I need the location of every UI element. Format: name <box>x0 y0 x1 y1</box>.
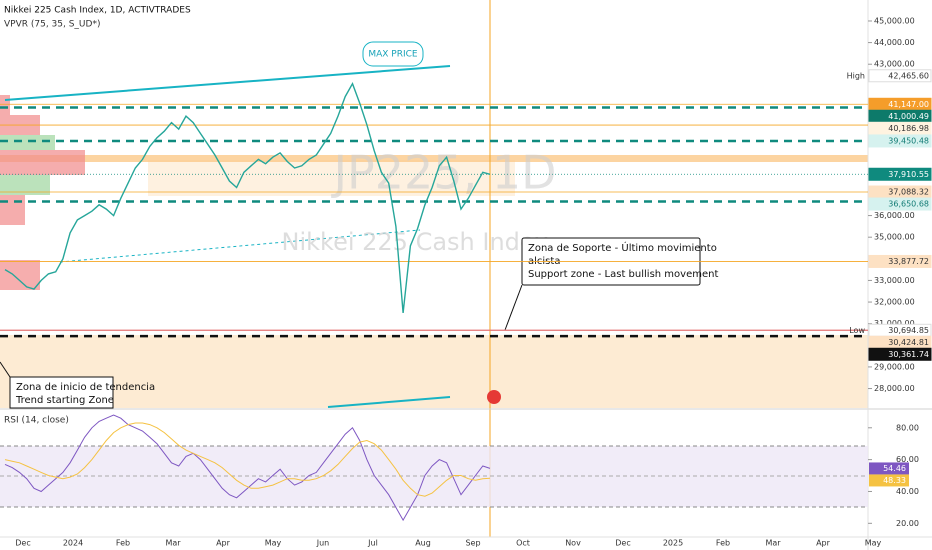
vp-bar <box>0 95 10 115</box>
trend-line <box>4 65 451 101</box>
x-tick-label: Nov <box>565 539 581 548</box>
price-label: 36,650.68 <box>888 200 929 209</box>
x-tick-label: 2024 <box>63 539 83 548</box>
price-label: 42,465.60 <box>888 71 929 80</box>
vp-bar <box>0 260 40 290</box>
price-label: 30,694.85 <box>888 326 929 335</box>
y-tick-label: 60.00 <box>896 455 919 464</box>
rsi-line <box>4 414 491 522</box>
trend-line <box>327 396 451 408</box>
price-label-box <box>868 254 932 268</box>
vp-bar <box>0 150 85 175</box>
vp-bar <box>0 195 25 225</box>
callout-text: Zona de inicio de tendencia <box>16 382 155 393</box>
range-zone <box>148 160 515 196</box>
vp-bar <box>0 175 50 195</box>
callout-text: MAX PRICE <box>368 50 418 60</box>
y-tick-label: 36,000.00 <box>874 211 915 220</box>
y-tick-label: 80.00 <box>896 423 919 432</box>
price-label: 41,147.00 <box>888 100 929 109</box>
y-tick-label: 32,000.00 <box>874 298 915 307</box>
x-tick-label: Jul <box>367 539 378 548</box>
callout-text: Zona de Soporte - Último movimiento <box>528 241 717 254</box>
callout <box>362 41 424 67</box>
price-label: 37,910.55 <box>888 170 929 179</box>
price-line <box>4 82 491 313</box>
watermark: Nikkei 225 Cash Index <box>282 228 549 256</box>
x-tick-label: Feb <box>716 539 730 548</box>
y-tick-label: 33,000.00 <box>874 276 915 285</box>
price-label-box <box>868 167 932 181</box>
price-label: 30,424.81 <box>888 338 929 347</box>
price-label: 39,450.48 <box>888 136 929 145</box>
callout-pointer <box>0 361 11 378</box>
rsi-value-label: 48.33 <box>883 476 906 485</box>
trend-zone <box>0 335 868 408</box>
watermark: JP225, 1D <box>330 146 556 200</box>
x-tick-label: Oct <box>516 539 530 548</box>
volume-profile <box>0 95 85 290</box>
indicator-label: RSI (14, close) <box>4 416 69 426</box>
y-tick-label: 43,000.00 <box>874 60 915 69</box>
price-tag: Low <box>849 326 865 335</box>
x-tick-label: Apr <box>216 539 231 548</box>
y-tick-label: 44,000.00 <box>874 38 915 47</box>
y-tick-label: 40.00 <box>896 487 919 496</box>
price-label: 30,361.74 <box>888 350 929 359</box>
price-label: 37,088.32 <box>888 188 929 197</box>
x-tick-label: Dec <box>15 539 30 548</box>
x-tick-label: Feb <box>116 539 130 548</box>
price-label-box <box>868 134 932 148</box>
rsi-value-label: 54.46 <box>883 464 906 473</box>
y-tick-label: 35,000.00 <box>874 233 915 242</box>
price-tag: High <box>847 71 865 80</box>
price-label: 33,877.72 <box>888 257 929 266</box>
trend-line <box>59 229 421 263</box>
y-tick-label: 31,000.00 <box>874 319 915 328</box>
price-label-box <box>868 69 932 83</box>
x-tick-label: May <box>865 539 882 548</box>
price-label: 41,000.49 <box>888 112 929 121</box>
rsi-line <box>4 422 491 497</box>
x-tick-label: Mar <box>165 539 181 548</box>
x-tick-label: Apr <box>816 539 831 548</box>
event-icon[interactable] <box>487 390 501 404</box>
price-label-box <box>868 197 932 211</box>
x-tick-label: Jun <box>316 539 330 548</box>
indicator-label: VPVR (75, 35, S_UD*) <box>4 20 100 30</box>
callout-text: Trend starting Zone <box>15 395 114 406</box>
rsi-value-box <box>869 474 909 487</box>
callout <box>9 376 114 409</box>
x-tick-label: Mar <box>765 539 781 548</box>
callout-pointer <box>504 284 523 331</box>
resistance-band <box>0 155 868 162</box>
x-tick-label: Aug <box>415 539 431 548</box>
y-tick-label: 28,000.00 <box>874 384 915 393</box>
price-label-box <box>868 347 932 361</box>
x-tick-label: 2025 <box>663 539 683 548</box>
price-label: 40,186.98 <box>888 124 929 133</box>
y-tick-label: 29,000.00 <box>874 362 915 371</box>
chart-title: Nikkei 225 Cash Index, 1D, ACTIVTRADES <box>4 6 191 16</box>
x-tick-label: Sep <box>465 539 480 548</box>
y-tick-label: 45,000.00 <box>874 16 915 25</box>
y-tick-label: 20.00 <box>896 519 919 528</box>
x-tick-label: Dec <box>615 539 630 548</box>
x-tick-label: May <box>265 539 282 548</box>
rsi-value-box <box>869 462 909 475</box>
price-label-box <box>868 121 932 135</box>
callout-text: Support zone - Last bullish movement <box>528 269 718 280</box>
